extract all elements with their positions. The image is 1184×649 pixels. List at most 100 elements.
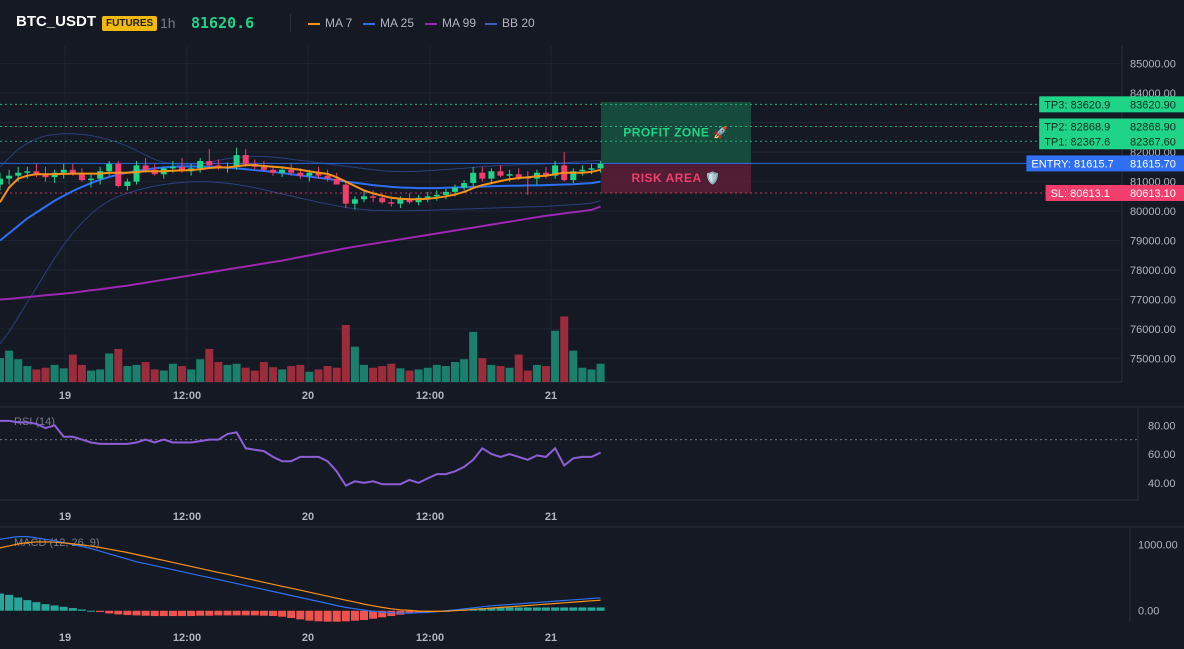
chart-header: BTC_USDT FUTURES 1h 81620.6 MA 7 MA 25 M… bbox=[0, 0, 1184, 46]
candle-body bbox=[379, 197, 386, 203]
macd-hist-bar bbox=[241, 610, 250, 616]
macd-hist-bar bbox=[223, 610, 232, 616]
candle-body bbox=[588, 168, 595, 170]
volume-bar bbox=[269, 367, 277, 382]
volume-bar bbox=[551, 330, 560, 382]
legend-label-ma7: MA 7 bbox=[325, 16, 353, 30]
volume-bar bbox=[214, 362, 223, 382]
volume-bar bbox=[123, 366, 132, 382]
candle-body bbox=[333, 178, 340, 185]
volume-bar bbox=[32, 369, 41, 382]
legend-ma25[interactable]: MA 25 bbox=[363, 16, 414, 30]
candle-body bbox=[15, 172, 22, 176]
volume-bar bbox=[405, 370, 414, 382]
candle-body bbox=[597, 163, 604, 169]
risk-area-box bbox=[601, 163, 751, 193]
header-divider bbox=[290, 14, 291, 32]
macd-hist-bar bbox=[259, 610, 268, 616]
rsi-y-tick: 80.00 bbox=[1148, 420, 1176, 432]
macd-hist-bar bbox=[232, 610, 241, 616]
macd-hist-bar bbox=[505, 607, 514, 611]
macd-hist-bar bbox=[168, 610, 177, 617]
volume-bar bbox=[323, 366, 332, 382]
legend-label-ma99: MA 99 bbox=[442, 16, 477, 30]
volume-bar bbox=[532, 364, 541, 382]
profit-zone-label: PROFIT ZONE 🚀 bbox=[623, 126, 728, 140]
candle-body bbox=[433, 194, 440, 197]
ma7-line bbox=[0, 164, 601, 203]
rsi-title: RSI (14) bbox=[14, 416, 55, 428]
bb-lower-line bbox=[0, 181, 601, 345]
rsi-y-tick: 60.00 bbox=[1148, 449, 1176, 461]
macd-hist-bar bbox=[296, 610, 305, 620]
candle-body bbox=[260, 166, 267, 170]
candle-body bbox=[242, 155, 249, 164]
level-right-bg-entry bbox=[1126, 155, 1184, 172]
macd-line bbox=[0, 536, 601, 614]
macd-x-tick: 19 bbox=[59, 632, 71, 644]
price-x-tick: 20 bbox=[302, 390, 314, 402]
macd-hist-bar bbox=[0, 593, 4, 611]
macd-hist-bar bbox=[14, 597, 23, 611]
legend-swatch-ma25 bbox=[363, 22, 375, 25]
volume-bar bbox=[159, 370, 168, 382]
candle-body bbox=[288, 169, 295, 173]
macd-y-tick: 0.00 bbox=[1138, 606, 1159, 618]
volume-bar bbox=[341, 325, 350, 382]
macd-hist-bar bbox=[150, 610, 159, 617]
volume-bar bbox=[569, 350, 578, 382]
macd-hist-bar bbox=[514, 607, 523, 611]
rsi-x-tick: 19 bbox=[59, 511, 71, 523]
candle-body bbox=[279, 169, 286, 173]
macd-hist-bar bbox=[287, 610, 296, 619]
volume-bar bbox=[278, 369, 287, 382]
legend-ma7[interactable]: MA 7 bbox=[308, 16, 352, 30]
candle-body bbox=[78, 174, 85, 181]
volume-bar bbox=[414, 369, 423, 382]
candle-body bbox=[233, 155, 240, 167]
level-left-bg-sl bbox=[1045, 184, 1126, 201]
volume-bar bbox=[496, 366, 505, 382]
candle-body bbox=[452, 187, 458, 192]
macd-hist-bar bbox=[250, 610, 259, 616]
rsi-x-tick: 20 bbox=[302, 511, 314, 523]
volume-bar bbox=[305, 371, 314, 382]
rsi-x-tick: 12:00 bbox=[173, 511, 201, 523]
last-price: 81620.6 bbox=[191, 14, 255, 32]
candle-body bbox=[124, 181, 131, 186]
macd-hist-bar bbox=[341, 610, 350, 622]
volume-bar bbox=[387, 363, 396, 382]
volume-bar bbox=[287, 366, 296, 382]
volume-bar bbox=[41, 367, 50, 382]
timeframe-label[interactable]: 1h bbox=[160, 15, 176, 31]
macd-hist-bar bbox=[269, 610, 277, 617]
macd-hist-bar bbox=[596, 607, 605, 611]
volume-bar bbox=[487, 364, 496, 382]
candle-body bbox=[206, 160, 213, 166]
level-right-bg-tp1 bbox=[1126, 133, 1184, 150]
volume-bar bbox=[332, 367, 341, 382]
volume-bar bbox=[314, 369, 323, 382]
macd-hist-bar bbox=[532, 607, 541, 611]
legend-ma99[interactable]: MA 99 bbox=[425, 16, 476, 30]
candle-body bbox=[324, 175, 331, 179]
volume-bar bbox=[451, 362, 459, 382]
legend-bb20[interactable]: BB 20 bbox=[485, 16, 535, 30]
candle-body bbox=[506, 174, 513, 176]
rsi-y-tick: 40.00 bbox=[1148, 478, 1176, 490]
candle-body bbox=[361, 196, 367, 200]
volume-bar bbox=[196, 359, 205, 382]
macd-hist-bar bbox=[551, 607, 560, 611]
symbol-name[interactable]: BTC_USDT bbox=[16, 13, 97, 30]
volume-bar bbox=[87, 370, 95, 382]
macd-hist-bar bbox=[578, 607, 587, 611]
candle-body bbox=[197, 160, 204, 169]
volume-bar bbox=[23, 366, 32, 382]
level-left-label-tp2: TP2: 82868.9 bbox=[1044, 121, 1110, 133]
level-right-bg-tp3 bbox=[1126, 96, 1184, 113]
level-right-bg-tp2 bbox=[1126, 118, 1184, 135]
candle-body bbox=[579, 169, 586, 172]
bb-upper-line bbox=[0, 133, 601, 173]
volume-bar bbox=[469, 331, 478, 382]
